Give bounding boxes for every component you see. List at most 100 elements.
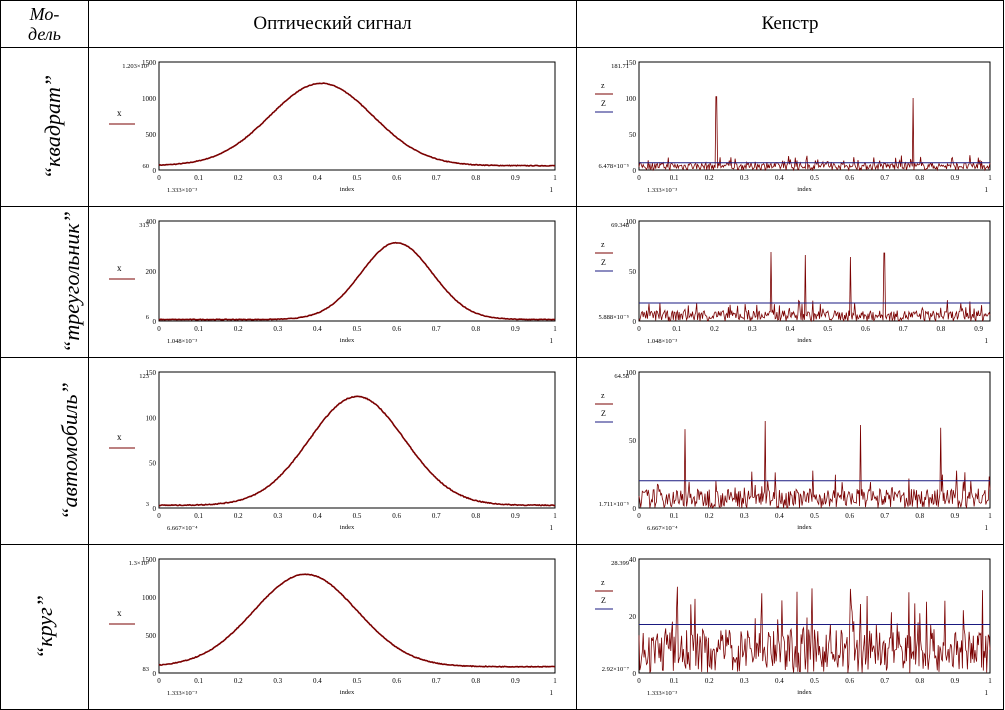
y-top-label: 1500 bbox=[142, 59, 157, 67]
y-tick-label: 50 bbox=[629, 131, 637, 139]
x-tick-label: 0.5 bbox=[353, 512, 362, 520]
signal-line bbox=[158, 395, 555, 507]
x-tick-label: 0 bbox=[157, 174, 161, 182]
x-tick-label: 1 bbox=[553, 512, 557, 520]
y-tick-label: 0 bbox=[153, 167, 157, 175]
x-tick-label: 0.9 bbox=[951, 174, 960, 182]
x-tick-label: 0.8 bbox=[915, 512, 924, 520]
header-optical: Оптический сигнал bbox=[88, 0, 577, 48]
x-tick-label: 0.1 bbox=[194, 174, 203, 182]
y-tick-label: 0 bbox=[633, 167, 637, 175]
x-tick-label: 0.1 bbox=[194, 325, 203, 333]
x-min-label: 1.048×10⁻³ bbox=[647, 338, 677, 345]
row-label: “автомобиль” bbox=[56, 382, 82, 520]
x-max-label: 1 bbox=[550, 186, 554, 194]
y-max-label: 123 bbox=[139, 373, 149, 380]
x-axis-label: index bbox=[340, 186, 355, 193]
x-tick-label: 0.6 bbox=[392, 512, 401, 520]
y-max-label: 1.3×10³ bbox=[129, 560, 149, 567]
y-top-label: 40 bbox=[629, 556, 637, 564]
x-tick-label: 0.9 bbox=[951, 512, 960, 520]
y-axis-label: x bbox=[117, 108, 122, 118]
row-label: “квадрат” bbox=[40, 74, 66, 180]
signal-line bbox=[158, 573, 556, 668]
x-tick-label: 0.7 bbox=[899, 325, 908, 333]
y-top-label: 150 bbox=[146, 369, 157, 377]
y-tick-label: 1000 bbox=[142, 95, 157, 103]
cepstrum-line bbox=[638, 586, 991, 673]
x-tick-label: 0.3 bbox=[740, 677, 749, 685]
optical-chart: 400 200 0 313 60 0.1 0.2 0.3 0.4 0.5 0.6 0.7 0.8 0.9 1… bbox=[109, 218, 557, 345]
x-axis-label: index bbox=[797, 689, 812, 696]
x-max-label: 1 bbox=[550, 524, 554, 532]
x-min-label: 1.333×10⁻³ bbox=[167, 187, 197, 194]
cepstrum-cell: 100 50 0 64.58 1.711×10⁻⁵ 0 0.1 0.2 0.3 0.4 0.5 0.6… bbox=[576, 357, 1004, 545]
y-tick-label: 50 bbox=[629, 268, 637, 276]
header-model-line1: Мо- bbox=[29, 4, 60, 24]
x-tick-label: 0 bbox=[637, 512, 641, 520]
x-tick-label: 0 bbox=[157, 677, 161, 685]
y-tick-label: 0 bbox=[153, 670, 157, 678]
y-max-label: 64.58 bbox=[614, 373, 629, 380]
y-tick-label: 20 bbox=[629, 613, 637, 621]
x-tick-label: 0.6 bbox=[861, 325, 870, 333]
plot-frame bbox=[158, 371, 556, 509]
optical-cell: 1500 1000 500 0 1.203×10³ 60 0 0.1 0.2 0.3 0.4 0.5 0… bbox=[88, 47, 577, 207]
plot-frame bbox=[158, 220, 556, 322]
x-tick-label: 0.6 bbox=[392, 325, 401, 333]
x-tick-label: 0.8 bbox=[471, 512, 480, 520]
y-min-label: 60 bbox=[143, 163, 150, 170]
x-tick-label: 0.2 bbox=[705, 174, 714, 182]
x-max-label: 1 bbox=[550, 689, 554, 697]
x-tick-label: 0.7 bbox=[432, 677, 441, 685]
x-axis-label: index bbox=[797, 337, 812, 344]
y-axis-label-z: z bbox=[601, 240, 605, 249]
y-max-label: 313 bbox=[139, 222, 149, 229]
x-tick-label: 0.4 bbox=[775, 677, 784, 685]
x-tick-label: 0 bbox=[637, 677, 641, 685]
x-tick-label: 0.9 bbox=[951, 677, 960, 685]
x-max-label: 1 bbox=[985, 186, 989, 194]
x-tick-label: 0.4 bbox=[313, 174, 322, 182]
x-tick-label: 0.3 bbox=[273, 325, 282, 333]
x-tick-label: 0.7 bbox=[880, 174, 889, 182]
y-axis-label-z: z bbox=[601, 81, 605, 90]
y-top-label: 100 bbox=[626, 369, 637, 377]
x-min-label: 1.333×10⁻³ bbox=[167, 690, 197, 697]
x-axis-label: index bbox=[797, 186, 812, 193]
x-min-label: 1.333×10⁻³ bbox=[647, 187, 677, 194]
cepstrum-cell: 100 50 0 69.348 5.888×10⁻⁵ 0 0.1 0.2 0.3 0.4 0.5 0.… bbox=[576, 206, 1004, 358]
x-tick-label: 1 bbox=[553, 174, 557, 182]
x-tick-label: 0 bbox=[157, 512, 161, 520]
y-tick-label: 200 bbox=[146, 268, 157, 276]
x-tick-label: 0.1 bbox=[194, 512, 203, 520]
x-tick-label: 0.4 bbox=[775, 174, 784, 182]
y-axis-label-Z: Z bbox=[601, 596, 606, 605]
y-tick-label: 0 bbox=[633, 670, 637, 678]
y-axis-label: x bbox=[117, 432, 122, 442]
x-tick-label: 0.8 bbox=[471, 677, 480, 685]
x-max-label: 1 bbox=[985, 524, 989, 532]
y-tick-label: 0 bbox=[633, 318, 637, 326]
x-tick-label: 1 bbox=[553, 325, 557, 333]
plot-frame bbox=[638, 61, 991, 171]
x-tick-label: 0.1 bbox=[670, 512, 679, 520]
y-top-label: 150 bbox=[626, 59, 637, 67]
y-min-label: 3 bbox=[146, 501, 149, 508]
y-min-label: 6.478×10⁻⁵ bbox=[599, 163, 630, 170]
y-min-label: 6 bbox=[146, 314, 150, 321]
x-tick-label: 0.2 bbox=[234, 174, 243, 182]
y-axis-label: x bbox=[117, 608, 122, 618]
x-tick-label: 0.6 bbox=[392, 677, 401, 685]
y-max-label: 1.203×10³ bbox=[122, 63, 149, 70]
x-tick-label: 0.4 bbox=[313, 677, 322, 685]
header-model-line2: дель bbox=[28, 24, 61, 44]
cepstrum-chart: 40 20 0 28.399 2.92×10⁻⁷ 0 0.1 0.2 0.3 0.4 0.5 0.6 0… bbox=[595, 556, 992, 697]
x-tick-label: 0 bbox=[637, 174, 641, 182]
x-tick-label: 0.2 bbox=[234, 512, 243, 520]
x-axis-label: index bbox=[340, 337, 355, 344]
y-tick-label: 1000 bbox=[142, 594, 157, 602]
plot-frame bbox=[158, 558, 556, 674]
